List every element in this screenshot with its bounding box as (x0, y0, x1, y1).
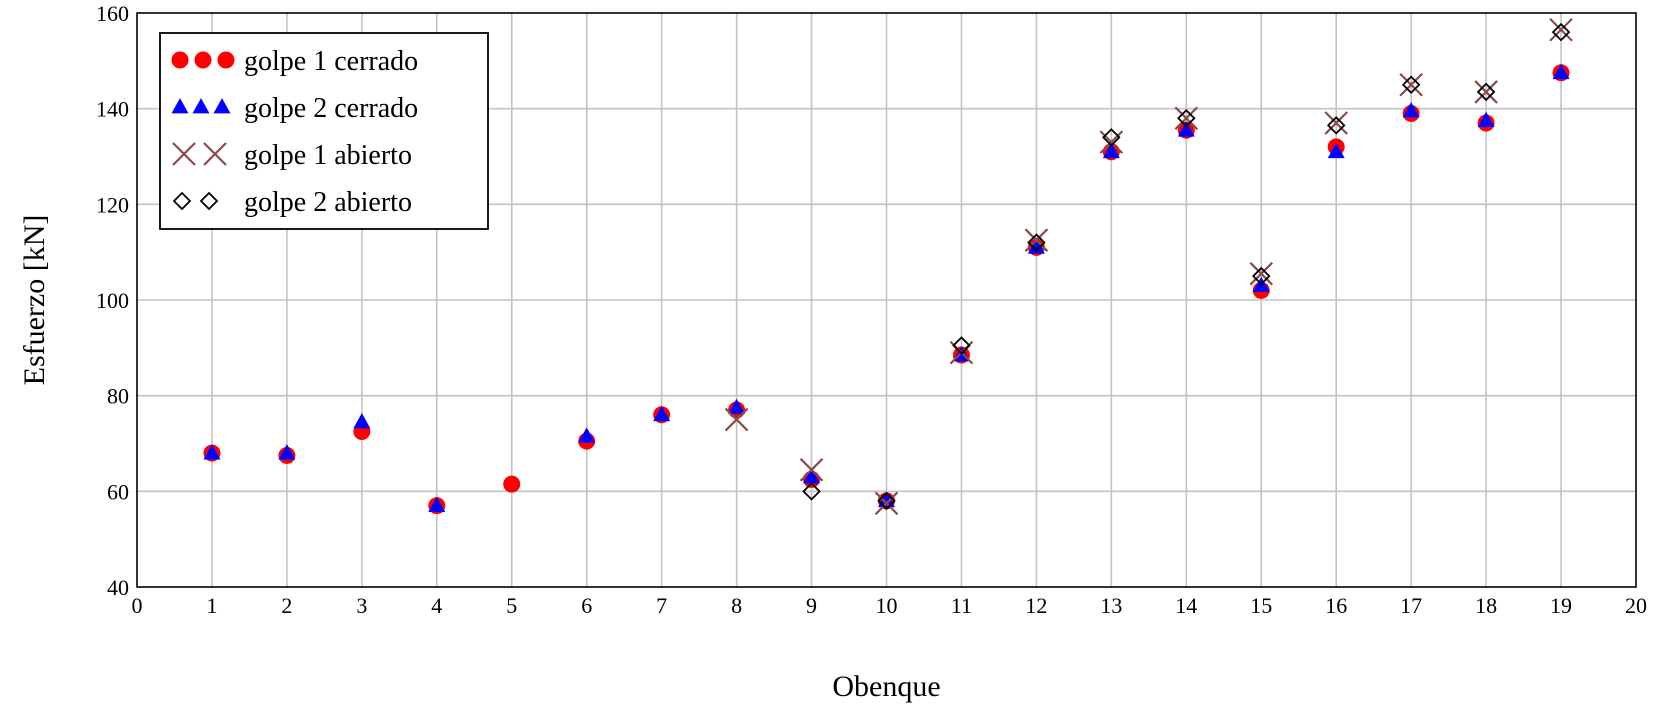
legend-marker-circle (217, 51, 235, 69)
data-point-x (1024, 228, 1049, 252)
legend-marker-circle (194, 51, 212, 69)
y-tick-label: 120 (96, 192, 129, 217)
x-tick-label: 17 (1400, 593, 1422, 618)
data-point-x (1474, 80, 1498, 104)
y-tick-label: 80 (107, 384, 129, 409)
legend-marker-x (172, 142, 196, 166)
x-tick-label: 16 (1325, 593, 1347, 618)
data-point-triangle (1027, 238, 1045, 254)
data-point-x (1399, 72, 1423, 97)
y-tick-label: 60 (107, 479, 129, 504)
x-tick-label: 4 (431, 593, 442, 618)
data-point-diamond (1551, 22, 1571, 42)
legend-box (159, 32, 489, 230)
x-tick-label: 7 (656, 593, 667, 618)
x-tick-label: 0 (132, 593, 143, 618)
data-point-x (1549, 17, 1573, 42)
x-tick-label: 15 (1250, 593, 1272, 618)
data-point-diamond (1251, 266, 1271, 286)
data-point-x (724, 407, 749, 432)
legend-label: golpe 1 abierto (244, 140, 412, 171)
grid-lines (137, 13, 1636, 587)
x-axis-ticks: 0 1 2 3 4 5 6 7 8 9 10 11 12 13 14 15 16 17 18 19 20 (132, 593, 1648, 618)
legend-marker-triangle (213, 98, 231, 114)
data-point-x (1324, 111, 1348, 135)
legend-marker-x (203, 142, 227, 166)
legend: golpe 1 cerrado golpe 2 cerrado golpe 1 ab… (159, 32, 489, 230)
legend-label: golpe 1 cerrado (244, 46, 418, 77)
x-tick-label: 2 (281, 593, 292, 618)
x-tick-label: 11 (951, 593, 972, 618)
data-point-circle (503, 475, 521, 493)
data-point-triangle (578, 427, 596, 443)
x-tick-label: 9 (806, 593, 817, 618)
legend-label: golpe 2 cerrado (244, 93, 418, 124)
legend-marker-circle (171, 51, 189, 69)
x-tick-label: 6 (581, 593, 592, 618)
data-point-triangle (1177, 121, 1195, 137)
x-tick-label: 3 (356, 593, 367, 618)
x-tick-label: 14 (1175, 593, 1197, 618)
data-point-diamond (1177, 108, 1196, 128)
data-point-triangle (803, 468, 821, 484)
y-tick-label: 140 (96, 97, 129, 122)
x-tick-label: 18 (1475, 593, 1497, 618)
x-tick-label: 13 (1100, 593, 1122, 618)
data-point-diamond (952, 336, 971, 355)
x-tick-label: 5 (506, 593, 517, 618)
data-point-triangle (653, 405, 671, 422)
x-tick-label: 20 (1625, 593, 1647, 618)
data-point-x (799, 458, 824, 482)
x-tick-label: 8 (731, 593, 742, 618)
data-point-diamond (1476, 82, 1496, 102)
data-point-x (1249, 261, 1274, 286)
data-point-triangle (1402, 102, 1420, 118)
x-tick-label: 12 (1025, 593, 1047, 618)
data-point-triangle (203, 444, 221, 460)
data-point-triangle (353, 413, 371, 429)
data-point-triangle (428, 496, 446, 513)
legend-marker-triangle (192, 98, 210, 114)
plot-area (136, 12, 1637, 588)
data-point-triangle (1552, 63, 1570, 80)
data-point-x (1174, 106, 1199, 131)
x-axis-title: Obenque (832, 670, 940, 703)
y-tick-label: 100 (96, 288, 129, 313)
data-point-triangle (1477, 111, 1495, 127)
y-axis-ticks: 40 60 80 100 120 140 160 (96, 1, 129, 600)
data-point-diamond (802, 482, 821, 501)
x-tick-label: 19 (1550, 593, 1572, 618)
data-points (203, 17, 1573, 516)
x-tick-label: 10 (876, 593, 898, 618)
data-point-diamond (1401, 75, 1421, 95)
legend-marker-diamond (172, 191, 192, 211)
y-tick-label: 40 (107, 575, 129, 600)
legend-label: golpe 2 abierto (244, 187, 412, 218)
data-point-x (874, 491, 899, 516)
data-point-diamond (1326, 116, 1346, 135)
x-tick-label: 1 (206, 593, 217, 618)
data-point-diamond (1102, 128, 1121, 147)
legend-marker-diamond (199, 191, 219, 211)
legend-marker-triangle (171, 98, 189, 114)
data-point-diamond (1027, 233, 1046, 252)
y-axis-title: Esfuerzo [kN] (18, 215, 51, 386)
data-point-diamond (877, 491, 896, 511)
data-point-x (1099, 130, 1124, 154)
data-point-triangle (728, 398, 746, 414)
data-point-triangle (278, 444, 296, 460)
y-tick-label: 160 (96, 1, 129, 26)
data-point-triangle (1102, 142, 1120, 159)
data-point-triangle (1327, 142, 1345, 159)
